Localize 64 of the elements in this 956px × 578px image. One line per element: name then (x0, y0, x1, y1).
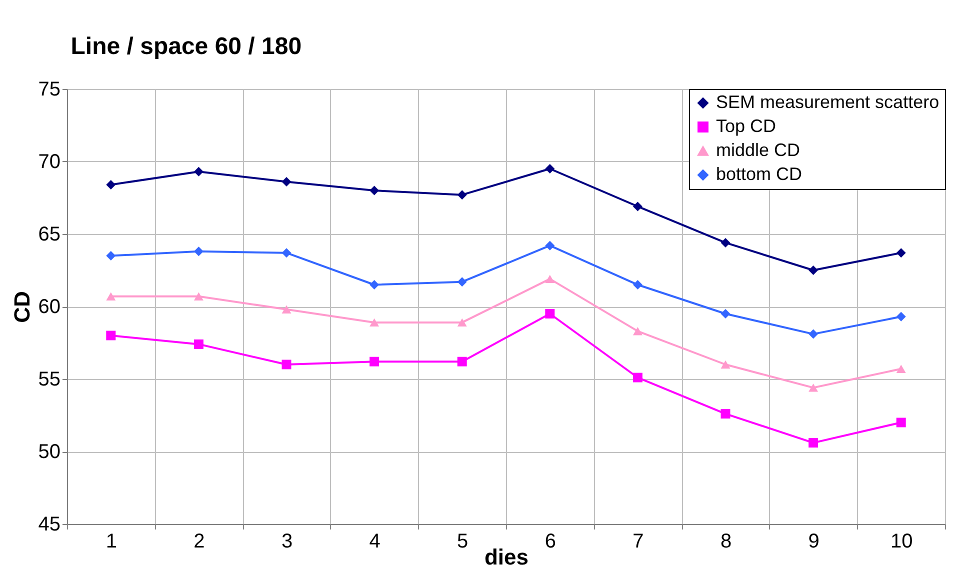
point (194, 339, 204, 349)
y-tick-label: 75 (38, 78, 60, 100)
x-tick-label: 1 (106, 530, 117, 552)
legend-label: bottom CD (716, 164, 802, 184)
legend-label: middle CD (716, 140, 800, 160)
point (808, 266, 818, 275)
point (632, 202, 642, 212)
x-tick-label: 5 (457, 530, 468, 552)
point (632, 280, 642, 290)
point (370, 186, 380, 196)
point (370, 280, 380, 290)
x-axis-title: dies (484, 544, 529, 570)
x-tick-label: 2 (194, 530, 205, 552)
x-tick-label: 9 (808, 530, 820, 552)
point (194, 292, 204, 300)
point (194, 166, 204, 176)
point (808, 384, 818, 392)
point (896, 312, 906, 322)
point (545, 309, 555, 318)
point (545, 240, 555, 250)
point (457, 190, 467, 200)
point (370, 318, 380, 327)
x-tick-label: 4 (369, 530, 380, 552)
point (632, 372, 642, 382)
legend-label: SEM measurement scattero (716, 92, 940, 112)
point (457, 356, 467, 366)
point (720, 238, 730, 248)
point (720, 409, 730, 419)
x-tick-label: 6 (544, 530, 556, 552)
y-tick-label: 50 (38, 441, 60, 463)
chart-title: Line / space 60 / 180 (70, 33, 302, 60)
point (545, 164, 555, 174)
x-tick-label: 8 (720, 530, 732, 552)
point (106, 330, 116, 340)
legend-label: Top CD (716, 116, 776, 136)
point (808, 329, 818, 339)
point (720, 309, 730, 318)
point (106, 292, 116, 300)
x-tick-label: 3 (281, 530, 293, 552)
point (896, 418, 906, 428)
point (457, 318, 467, 327)
point (282, 305, 292, 314)
point (282, 360, 292, 370)
point (282, 248, 292, 258)
point (106, 251, 116, 260)
point (370, 356, 380, 366)
point (896, 364, 906, 373)
x-tick-label: 7 (632, 530, 644, 552)
y-tick-label: 60 (38, 296, 60, 318)
y-tick-label: 55 (38, 368, 60, 390)
point (545, 274, 555, 284)
point (896, 248, 906, 258)
y-tick-label: 70 (38, 151, 60, 173)
point (808, 438, 818, 448)
x-tick-label: 10 (890, 530, 913, 552)
point (457, 277, 467, 287)
point (720, 360, 730, 369)
point (632, 327, 642, 336)
point (282, 177, 292, 187)
y-tick-label: 45 (38, 514, 60, 536)
y-axis-title: CD (9, 291, 34, 323)
point (194, 246, 204, 256)
y-tick-label: 65 (38, 224, 60, 246)
point (106, 180, 116, 190)
